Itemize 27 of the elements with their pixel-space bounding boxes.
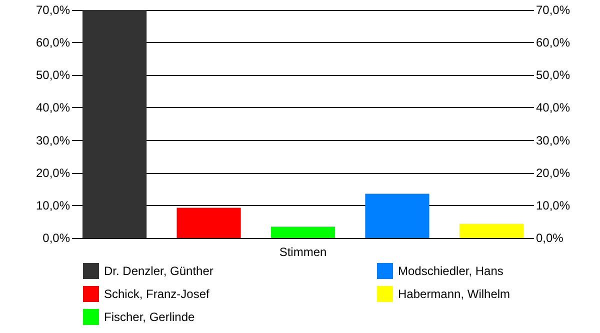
legend-label: Dr. Denzler, Günther bbox=[104, 264, 214, 278]
legend-label: Schick, Franz-Josef bbox=[104, 287, 210, 301]
y-tick-label: 0,0% bbox=[42, 231, 70, 245]
y-tick-label: 20,0% bbox=[36, 166, 70, 180]
x-tick-label: Stimmen bbox=[279, 245, 327, 259]
bar bbox=[365, 194, 430, 238]
text: 60,0% bbox=[536, 36, 570, 50]
text: 0,0% bbox=[536, 231, 564, 245]
bar bbox=[176, 208, 241, 238]
bar bbox=[82, 10, 147, 238]
legend-label: Habermann, Wilhelm bbox=[398, 287, 510, 301]
text: 20,0% bbox=[536, 166, 570, 180]
text: 70,0% bbox=[536, 3, 570, 17]
text: 40,0% bbox=[536, 100, 570, 115]
y-tick-label: 50,0% bbox=[36, 68, 70, 82]
y-tick-label: 70,0% bbox=[36, 3, 70, 17]
text: 10,0% bbox=[536, 198, 570, 212]
legend-label: Fischer, Gerlinde bbox=[104, 310, 196, 324]
text: 30,0% bbox=[536, 133, 570, 148]
bar bbox=[459, 224, 524, 238]
y-tick-label: 10,0% bbox=[36, 198, 70, 212]
bar bbox=[270, 226, 336, 238]
y-tick-label: 40,0% bbox=[36, 100, 70, 115]
y-tick-label: 60,0% bbox=[36, 36, 70, 50]
legend-label: Modschiedler, Hans bbox=[398, 264, 504, 278]
y-tick-label: 30,0% bbox=[36, 133, 70, 148]
text: 50,0% bbox=[536, 68, 570, 82]
